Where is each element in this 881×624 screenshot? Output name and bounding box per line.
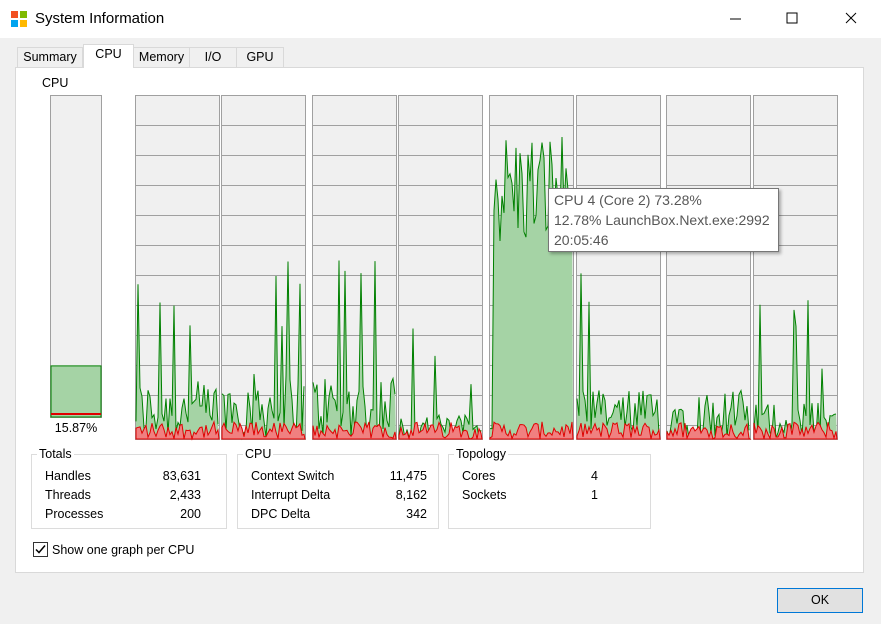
graph-kernel-area <box>221 421 306 440</box>
row-value: 200 <box>180 507 201 521</box>
graph-kernel-area <box>666 422 752 440</box>
row-label: Processes <box>45 507 104 521</box>
tab[interactable]: I/O <box>189 47 237 67</box>
row-label: Interrupt Delta <box>251 488 331 502</box>
graph-kernel-area <box>135 420 220 441</box>
gauge-fill <box>50 365 102 418</box>
tab[interactable]: Memory <box>133 47 190 67</box>
graph-background <box>666 95 751 440</box>
row-value: 83,631 <box>162 469 201 483</box>
row-value: 1 <box>591 488 598 502</box>
graph-total-line <box>398 328 482 439</box>
tooltip-line: 20:05:46 <box>554 232 609 248</box>
checkbox[interactable] <box>33 542 49 558</box>
title-bar: System Information <box>0 0 881 38</box>
graph-kernel-area <box>489 421 574 441</box>
graph-total-line <box>666 388 750 440</box>
graph-background <box>221 95 306 440</box>
graph-background <box>135 95 220 440</box>
tooltip: CPU 4 (Core 2) 73.28% 12.78% LaunchBox.N… <box>548 188 779 252</box>
group-box <box>448 454 651 529</box>
tab[interactable]: Summary <box>17 47 83 67</box>
row-value: 2,433 <box>169 488 201 502</box>
ok-button[interactable]: OK <box>777 588 863 613</box>
group-title: Totals <box>37 447 74 461</box>
row-label: Threads <box>45 488 91 502</box>
cpu-label: CPU <box>42 76 69 90</box>
graph-kernel-area <box>312 421 397 440</box>
graph-background <box>398 95 483 440</box>
checkbox-label[interactable]: Show one graph per CPU <box>52 543 195 557</box>
gauge-background <box>50 95 102 418</box>
graph-total-line <box>135 284 219 434</box>
graph-total-line <box>576 273 660 434</box>
tooltip-line: CPU 4 (Core 2) 73.28% <box>554 192 702 208</box>
tooltip-line: 12.78% LaunchBox.Next.exe:2992 <box>554 212 770 228</box>
window-title: System Information <box>35 10 165 27</box>
tab[interactable]: CPU <box>83 44 134 68</box>
row-label: Context Switch <box>251 469 335 483</box>
group-box <box>31 454 227 529</box>
graph-total-area <box>667 390 750 439</box>
app-icon <box>11 11 27 27</box>
row-value: 8,162 <box>395 488 427 502</box>
graph-total-line <box>312 260 396 438</box>
row-label: Sockets <box>462 488 507 502</box>
row-label: Handles <box>45 469 91 483</box>
graph-total-line <box>221 261 305 441</box>
group-title: CPU <box>243 447 274 461</box>
tab[interactable]: GPU <box>236 47 284 67</box>
group-title: Topology <box>454 447 509 461</box>
cpu-gauge-label: 15.87% <box>54 421 98 435</box>
row-value: 4 <box>591 469 598 483</box>
row-label: DPC Delta <box>251 507 311 521</box>
graph-kernel-area <box>753 421 838 441</box>
window-controls[interactable] <box>720 0 881 38</box>
gauge-kernel <box>51 413 101 415</box>
graph-total-area <box>754 300 837 439</box>
group-box <box>237 454 439 529</box>
graph-kernel-area <box>398 421 483 441</box>
row-value: 11,475 <box>389 469 427 483</box>
graph-total-line <box>753 300 837 439</box>
graph-kernel-area <box>576 421 661 440</box>
graph-total-area <box>136 284 219 439</box>
graph-background <box>312 95 397 440</box>
row-label: Cores <box>462 469 496 483</box>
row-value: 342 <box>406 507 427 521</box>
